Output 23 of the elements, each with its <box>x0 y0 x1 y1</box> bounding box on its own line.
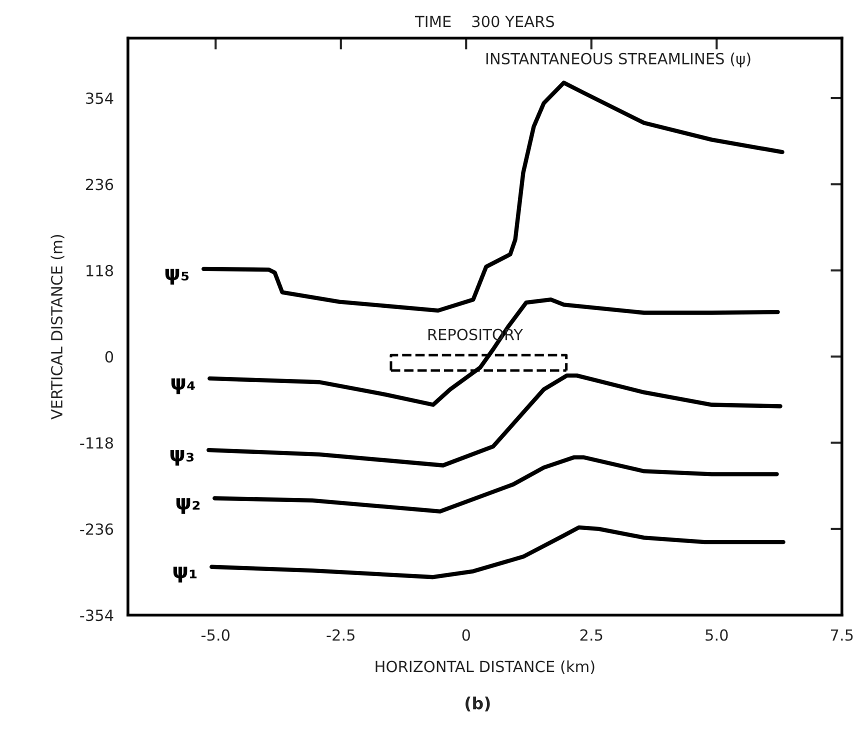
x-axis-title: HORIZONTAL DISTANCE (km) <box>376 660 594 674</box>
y-tick-label: -354 <box>80 610 114 622</box>
annotation: INSTANTANEOUS STREAMLINES (ψ) <box>486 52 750 68</box>
y-tick-label: 118 <box>86 264 114 276</box>
x-tick-label: 0 <box>462 629 470 641</box>
series-label: ψ₅ <box>165 268 189 285</box>
y-tick-label: -118 <box>80 437 114 449</box>
chart-title: TIME 300 YEARS <box>414 16 554 28</box>
series-label: ψ₃ <box>170 450 194 466</box>
x-tick-label: -2.5 <box>326 629 354 641</box>
x-tick-label: 2.5 <box>580 629 602 641</box>
y-tick-label: 236 <box>86 178 114 190</box>
y-tick-label: -236 <box>80 523 114 535</box>
y-tick-label: 354 <box>86 92 114 104</box>
x-tick-label: 7.5 <box>831 629 853 641</box>
x-tick-label: -5.0 <box>201 629 230 641</box>
series-label: ψ₁ <box>173 566 197 583</box>
y-axis-title: VERTICAL DISTANCE (m) <box>50 234 64 420</box>
x-tick-label: 5.0 <box>706 629 728 641</box>
series-label: ψ₄ <box>171 378 195 394</box>
text: (b) <box>466 696 490 712</box>
y-tick-label: 0 <box>105 351 114 363</box>
series-label: ψ₂ <box>176 498 200 514</box>
